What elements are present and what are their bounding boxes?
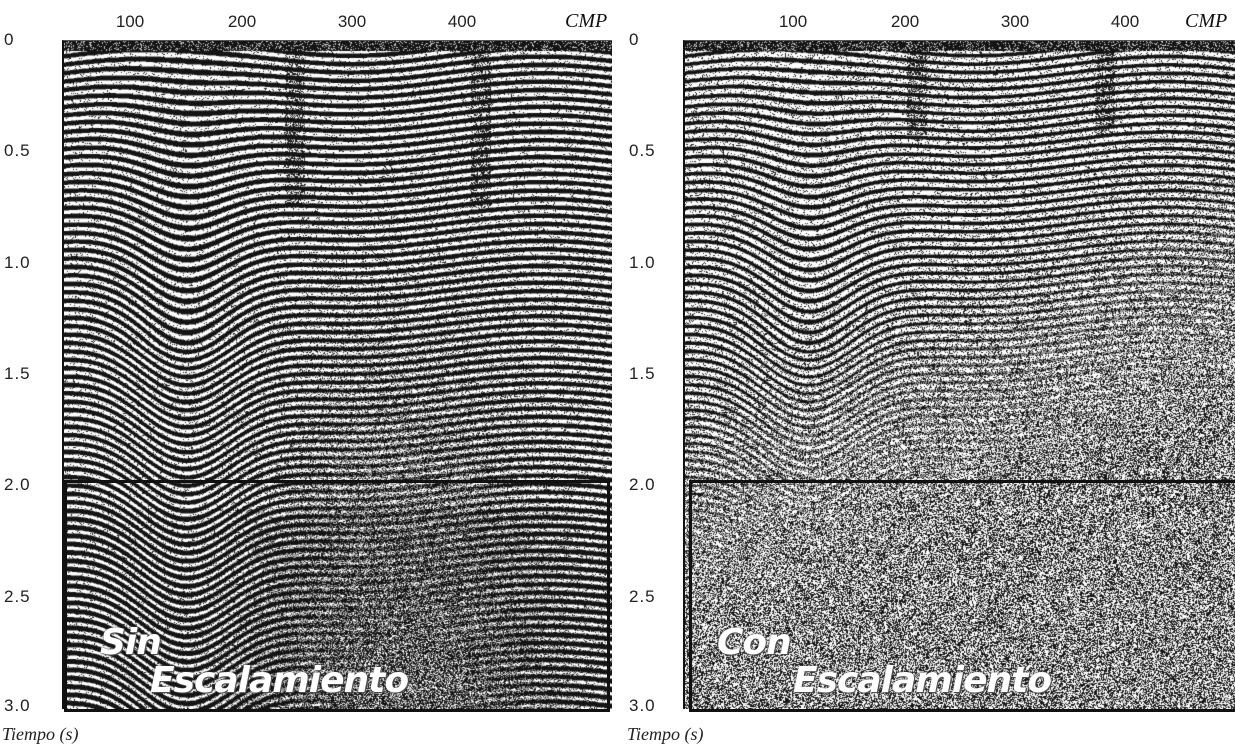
left-overlay-line2: Escalamiento bbox=[150, 660, 409, 701]
left-seismic-section bbox=[62, 40, 612, 709]
right-y-tick: 3.0 bbox=[629, 696, 656, 715]
right-y-tick: 0 bbox=[629, 30, 640, 49]
right-overlay-line2: Escalamiento bbox=[793, 660, 1052, 701]
left-y-tick: 1.0 bbox=[4, 253, 31, 272]
left-x-tick: 300 bbox=[337, 12, 367, 31]
right-x-tick: 400 bbox=[1110, 12, 1140, 31]
right-seismic-panel: 100 200 300 400 CMP 0 0.5 1.0 1.5 2.0 2.… bbox=[625, 0, 1235, 747]
left-y-tick: 3.0 bbox=[4, 696, 31, 715]
right-seismic-section bbox=[683, 40, 1235, 709]
left-x-tick: 200 bbox=[227, 12, 257, 31]
left-x-tick: 100 bbox=[115, 12, 145, 31]
right-seismic-image bbox=[685, 41, 1235, 709]
right-x-tick: 300 bbox=[1000, 12, 1030, 31]
right-y-tick: 1.5 bbox=[629, 364, 656, 383]
right-overlay-line1: Con bbox=[717, 622, 792, 663]
left-y-tick: 1.5 bbox=[4, 364, 31, 383]
left-y-tick: 2.5 bbox=[4, 587, 31, 606]
left-seismic-panel: 100 200 300 400 CMP 0 0.5 1.0 1.5 2.0 2.… bbox=[0, 0, 612, 747]
left-x-axis-label: CMP bbox=[565, 10, 608, 32]
left-y-tick: 0 bbox=[4, 30, 15, 49]
right-x-axis-label: CMP bbox=[1185, 10, 1228, 32]
right-x-tick: 100 bbox=[778, 12, 808, 31]
left-y-tick: 2.0 bbox=[4, 475, 31, 494]
left-y-tick: 0.5 bbox=[4, 141, 31, 160]
right-y-tick: 2.0 bbox=[629, 475, 656, 494]
right-y-tick: 1.0 bbox=[629, 253, 656, 272]
right-y-axis-label: Tiempo (s) bbox=[627, 724, 704, 744]
left-seismic-image bbox=[64, 41, 612, 709]
right-x-tick: 200 bbox=[890, 12, 920, 31]
left-y-axis-label: Tiempo (s) bbox=[2, 724, 79, 744]
left-x-tick: 400 bbox=[447, 12, 477, 31]
left-overlay-line1: Sin bbox=[100, 622, 162, 663]
right-y-tick: 2.5 bbox=[629, 587, 656, 606]
right-y-tick: 0.5 bbox=[629, 141, 656, 160]
